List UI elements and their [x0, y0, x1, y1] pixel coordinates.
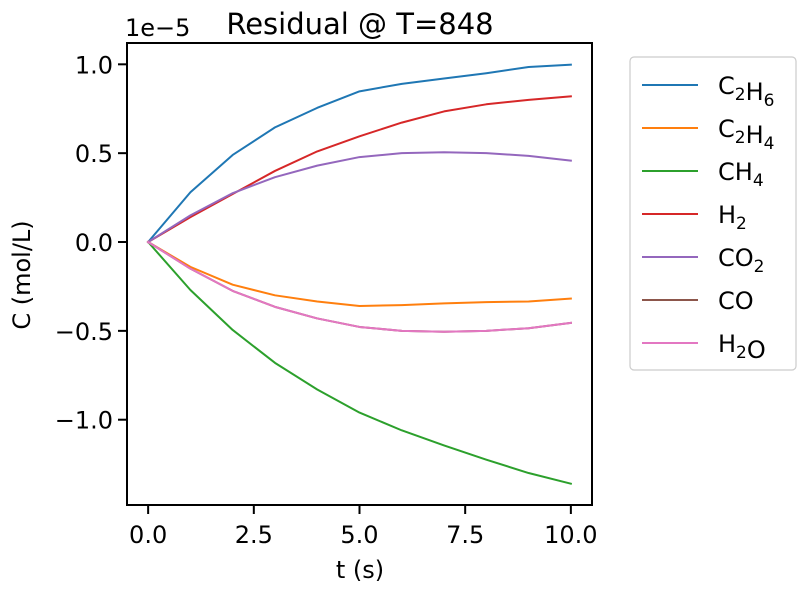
y-tick-label: −0.5: [55, 318, 113, 346]
legend-box: [629, 56, 797, 371]
y-axis-label: C (mol/L): [8, 220, 36, 329]
series-line-ch4: [146, 240, 573, 485]
series-line-h2: [146, 95, 572, 244]
legend-label-ch4: CH4: [718, 158, 764, 191]
x-tick-label: 0.0: [129, 521, 167, 549]
legend: C2H6 C2H4 CH4 H2 CO2 CO H2O: [629, 56, 797, 371]
y-axis-ticks: −1.0 −0.5 0.0 0.5 1.0: [55, 51, 127, 435]
y-tick-label: 0.5: [75, 140, 113, 168]
series-line-co2: [146, 151, 572, 244]
y-tick-label: −1.0: [55, 407, 113, 435]
legend-label-h2o: H2O: [718, 330, 766, 364]
plot-frame: [126, 42, 593, 506]
series-line-h2o: [146, 240, 572, 333]
chart-title: Residual @ T=848: [226, 7, 493, 41]
plot-area: [126, 42, 593, 506]
series-line-co: [146, 240, 572, 333]
y-tick-label: 0.0: [75, 229, 113, 257]
legend-label-h2: H2: [718, 201, 747, 234]
x-tick-label: 2.5: [235, 521, 273, 549]
x-tick-label: 7.5: [446, 521, 484, 549]
x-tick-label: 10.0: [544, 521, 597, 549]
legend-label-c2h4: C2H4: [718, 115, 774, 154]
y-offset-label: 1e−5: [125, 14, 190, 42]
series-line-c2h4: [146, 240, 572, 307]
legend-label-co2: CO2: [718, 244, 764, 277]
x-axis-label: t (s): [336, 556, 384, 584]
x-axis-ticks: 0.0 2.5 5.0 7.5 10.0: [129, 505, 598, 549]
legend-label-co: CO: [718, 287, 754, 315]
x-tick-label: 5.0: [340, 521, 378, 549]
series-line-c2h6: [146, 63, 572, 244]
y-tick-label: 1.0: [75, 51, 113, 79]
legend-label-c2h6: C2H6: [718, 72, 774, 111]
